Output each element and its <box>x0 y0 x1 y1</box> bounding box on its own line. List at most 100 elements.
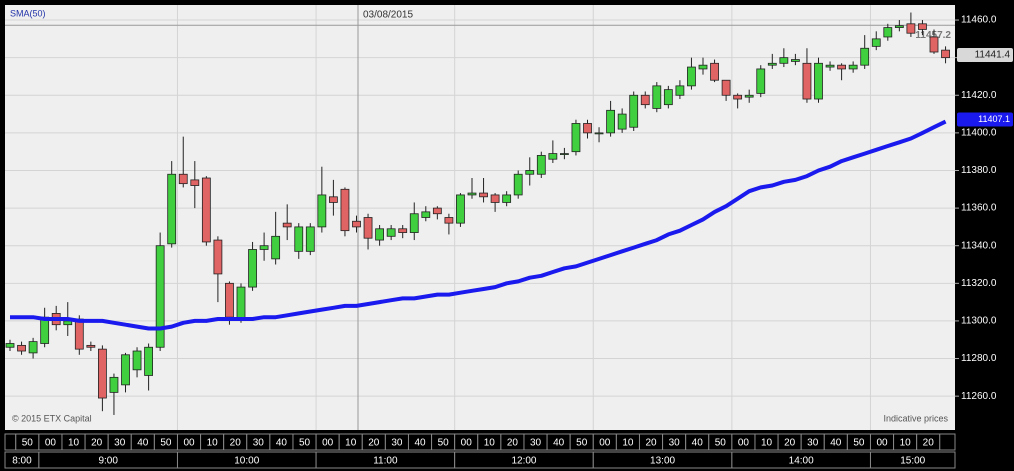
candle-body <box>144 346 154 376</box>
minute-label: 00 <box>599 438 611 449</box>
candle-body <box>328 196 338 203</box>
minute-label: 30 <box>391 438 403 449</box>
candle-body <box>352 220 361 228</box>
hour-label: 9:00 <box>98 456 118 467</box>
copyright: © 2015 ETX Capital <box>12 413 92 423</box>
candle-body <box>710 62 719 81</box>
minute-label: 10 <box>68 438 80 449</box>
candle-body <box>548 153 558 160</box>
candle-body <box>490 194 500 203</box>
minute-label: 50 <box>22 438 34 449</box>
candle-body <box>236 286 246 320</box>
candle-body <box>282 222 292 228</box>
minute-label: 20 <box>230 438 242 449</box>
sma-line <box>10 119 947 331</box>
minute-label: 00 <box>461 438 473 449</box>
candle-body <box>536 155 546 175</box>
minute-label-cell <box>4 433 17 451</box>
minute-label: 50 <box>160 438 172 449</box>
candle-body <box>5 343 15 348</box>
minute-label: 20 <box>923 438 935 449</box>
minute-label: 30 <box>807 438 819 449</box>
y-tick-label: 11260.0 <box>961 391 997 402</box>
candle-body <box>225 282 234 318</box>
y-tick-label: 11360.0 <box>961 203 997 214</box>
minute-label: 10 <box>345 438 357 449</box>
candle-body <box>571 123 581 153</box>
y-tick-label: 11400.0 <box>961 128 997 139</box>
candle-body <box>733 94 743 100</box>
candle-body <box>40 316 50 344</box>
candle-body <box>814 62 823 100</box>
candle-body <box>906 23 916 34</box>
crosshair-price-label: 11457.2 <box>915 30 951 41</box>
minute-label: 10 <box>207 438 219 449</box>
candle-body <box>248 249 257 288</box>
candle-body <box>675 85 685 96</box>
hour-label: 11:00 <box>373 456 398 467</box>
candle-body <box>663 89 673 106</box>
minute-label: 00 <box>738 438 750 449</box>
candle-body <box>652 85 662 109</box>
minute-label: 10 <box>761 438 773 449</box>
minute-label-cell <box>939 433 956 451</box>
minute-label: 20 <box>784 438 796 449</box>
candle-body <box>860 47 870 66</box>
minute-label: 30 <box>114 438 126 449</box>
candle-body <box>63 320 73 326</box>
minute-label: 50 <box>576 438 588 449</box>
minute-label: 00 <box>183 438 195 449</box>
minute-label: 20 <box>368 438 380 449</box>
minute-label: 00 <box>45 438 57 449</box>
last-price-box <box>957 48 1013 63</box>
candle-body <box>305 226 315 252</box>
minute-label: 40 <box>137 438 149 449</box>
candle-body <box>617 113 627 130</box>
candle-body <box>98 348 107 399</box>
candle-body <box>791 59 800 62</box>
minute-label: 50 <box>715 438 727 449</box>
candle-body <box>594 132 604 135</box>
candle-body <box>363 217 373 239</box>
candle-body <box>294 226 304 252</box>
candle-body <box>883 27 893 38</box>
hour-label: 13:00 <box>650 456 675 467</box>
y-tick-label: 11460.0 <box>961 15 997 26</box>
candle-body <box>467 192 477 196</box>
candle-body <box>259 245 269 250</box>
hour-label: 15:00 <box>900 456 925 467</box>
indicator-label: SMA(50) <box>10 8 46 18</box>
minute-label: 00 <box>876 438 888 449</box>
candle-body <box>132 350 142 371</box>
hour-label: 10:00 <box>234 456 259 467</box>
candle-body <box>28 341 38 354</box>
sma-price-label: 11407.1 <box>978 114 1010 124</box>
candle-body <box>386 228 396 237</box>
minute-label: 50 <box>438 438 450 449</box>
minute-label: 40 <box>553 438 565 449</box>
candle-body <box>502 194 512 203</box>
minute-label: 40 <box>692 438 704 449</box>
hour-label: 12:00 <box>511 456 536 467</box>
minute-label: 30 <box>253 438 265 449</box>
candle-body <box>525 170 535 175</box>
candle-body <box>74 318 84 350</box>
minute-label: 20 <box>507 438 519 449</box>
minute-label: 20 <box>645 438 657 449</box>
candle-body <box>629 94 639 128</box>
minute-label: 30 <box>669 438 681 449</box>
candle-body <box>86 344 96 348</box>
minute-label: 40 <box>830 438 842 449</box>
candle-body <box>871 38 881 47</box>
candle-body <box>779 57 789 64</box>
candle-body <box>456 194 465 224</box>
plot-area <box>5 5 955 430</box>
hour-label: 14:00 <box>789 456 814 467</box>
minute-label: 30 <box>530 438 542 449</box>
candle-body <box>698 64 708 70</box>
candle-body <box>201 177 211 243</box>
minute-label: 10 <box>900 438 912 449</box>
minute-label: 50 <box>299 438 311 449</box>
candle-body <box>409 213 419 233</box>
